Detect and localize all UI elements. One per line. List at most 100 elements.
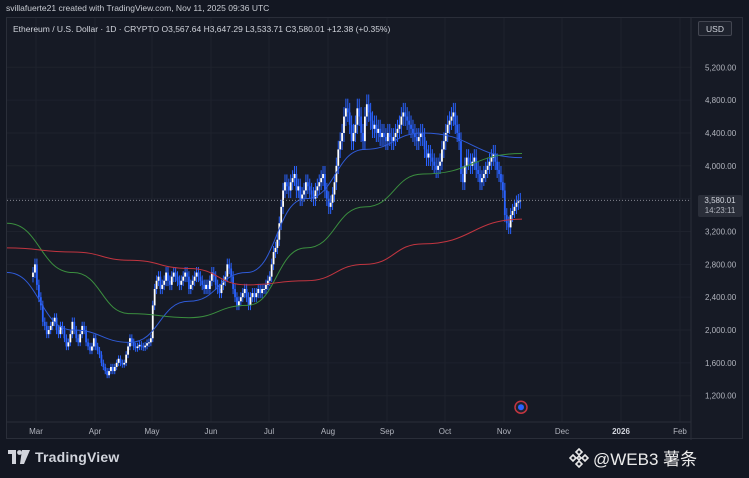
candle-body [47, 330, 50, 335]
candle-body [475, 157, 478, 170]
candle-body [467, 157, 470, 162]
watermark: @WEB3 薯条 [569, 445, 697, 470]
candle-body [385, 137, 387, 142]
candle-body [341, 132, 343, 142]
candle-body [85, 330, 87, 343]
candle-body [83, 325, 86, 331]
candle-body [67, 342, 70, 347]
legend-high: H3,647.29 [203, 24, 243, 34]
candle-body [437, 165, 439, 170]
candle-body [446, 124, 449, 133]
candle-body [482, 174, 485, 179]
candle-body [369, 112, 372, 121]
candle-body [71, 321, 74, 335]
candle-body [450, 116, 453, 121]
candle-body [230, 268, 233, 277]
tradingview-logo[interactable]: TradingView [8, 449, 119, 465]
candle-body [161, 284, 164, 289]
candle-body [494, 153, 497, 162]
candle-body [346, 108, 349, 113]
candle-body [247, 297, 250, 306]
candle-body [197, 272, 200, 277]
candle-body [488, 161, 491, 166]
x-tick-label: Feb [673, 427, 687, 436]
y-tick-label: 4,800.00 [705, 96, 737, 105]
candle-body [77, 338, 80, 343]
candle-body [284, 182, 286, 191]
candle-body [490, 157, 493, 162]
candle-body [505, 215, 508, 224]
footer-bar: TradingView @WEB3 薯条 [0, 440, 749, 478]
x-tick-label: Jun [205, 427, 218, 436]
x-tick-label: 2026 [612, 427, 630, 436]
y-tick-label: 5,200.00 [705, 63, 737, 72]
candle-body [39, 297, 42, 306]
candle-body [151, 305, 154, 339]
legend-close: C3,580.01 [285, 24, 325, 34]
candle-body [113, 366, 116, 372]
candle-body [191, 280, 194, 285]
candle-body [354, 124, 357, 133]
moving-average-green [7, 152, 523, 319]
candle-body [239, 297, 242, 302]
candle-body [148, 342, 150, 344]
candle-body [73, 321, 76, 331]
candle-body [266, 280, 269, 285]
candle-body [214, 276, 217, 285]
candle-body [431, 157, 434, 162]
candle-body [373, 124, 376, 129]
candle-body [343, 116, 345, 133]
candle-body [441, 149, 443, 162]
candle-body [344, 108, 347, 117]
candle-body [337, 149, 340, 166]
candle-body [201, 280, 204, 285]
candle-body [479, 174, 481, 183]
candle-body [75, 330, 78, 339]
x-tick-label: Sep [380, 427, 395, 436]
currency-button[interactable]: USD [698, 21, 732, 36]
candle-body [348, 112, 351, 125]
moving-average-blue [7, 132, 523, 343]
candle-body [63, 330, 66, 339]
candle-body [423, 137, 426, 150]
candle-body [425, 149, 428, 158]
candle-body [406, 116, 409, 121]
candle-body [392, 137, 395, 142]
candle-body [165, 272, 167, 281]
chart-panel[interactable]: 1,200.00 1,600.00 2,000.00 2,400.00 2,800.00… [6, 17, 744, 440]
candle-body [287, 186, 290, 191]
candle-body [180, 280, 183, 285]
candle-body [463, 165, 466, 183]
candle-body [417, 137, 420, 142]
y-tick-label: 3,200.00 [705, 227, 737, 236]
candle-body [172, 272, 175, 277]
candle-body [377, 128, 380, 133]
candle-body [87, 342, 89, 347]
candle-body [155, 280, 158, 289]
price-chart[interactable]: 1,200.00 1,600.00 2,000.00 2,400.00 2,800.00… [7, 18, 744, 440]
candle-body [439, 161, 441, 166]
candle-body [492, 153, 495, 158]
candle-body [388, 132, 391, 138]
x-tick-label: Oct [439, 427, 452, 436]
candle-body [367, 104, 370, 113]
candle-body [465, 157, 468, 166]
candle-body [335, 165, 338, 183]
candle-body [259, 288, 262, 294]
candle-body [333, 182, 336, 195]
candle-body [130, 338, 133, 343]
candle-body [500, 174, 502, 183]
legend-change: +12.38 (+0.35%) [327, 24, 391, 34]
candle-body [293, 174, 296, 179]
candle-body [193, 276, 196, 281]
candle-body [400, 116, 403, 125]
candle-body [32, 272, 34, 277]
candle-body [261, 288, 263, 294]
candle-body [257, 288, 260, 294]
candle-body [331, 194, 334, 203]
candle-body [360, 116, 363, 133]
candle-body [163, 280, 166, 285]
candle-body [125, 354, 128, 363]
legend-low: L3,533.71 [245, 24, 284, 34]
